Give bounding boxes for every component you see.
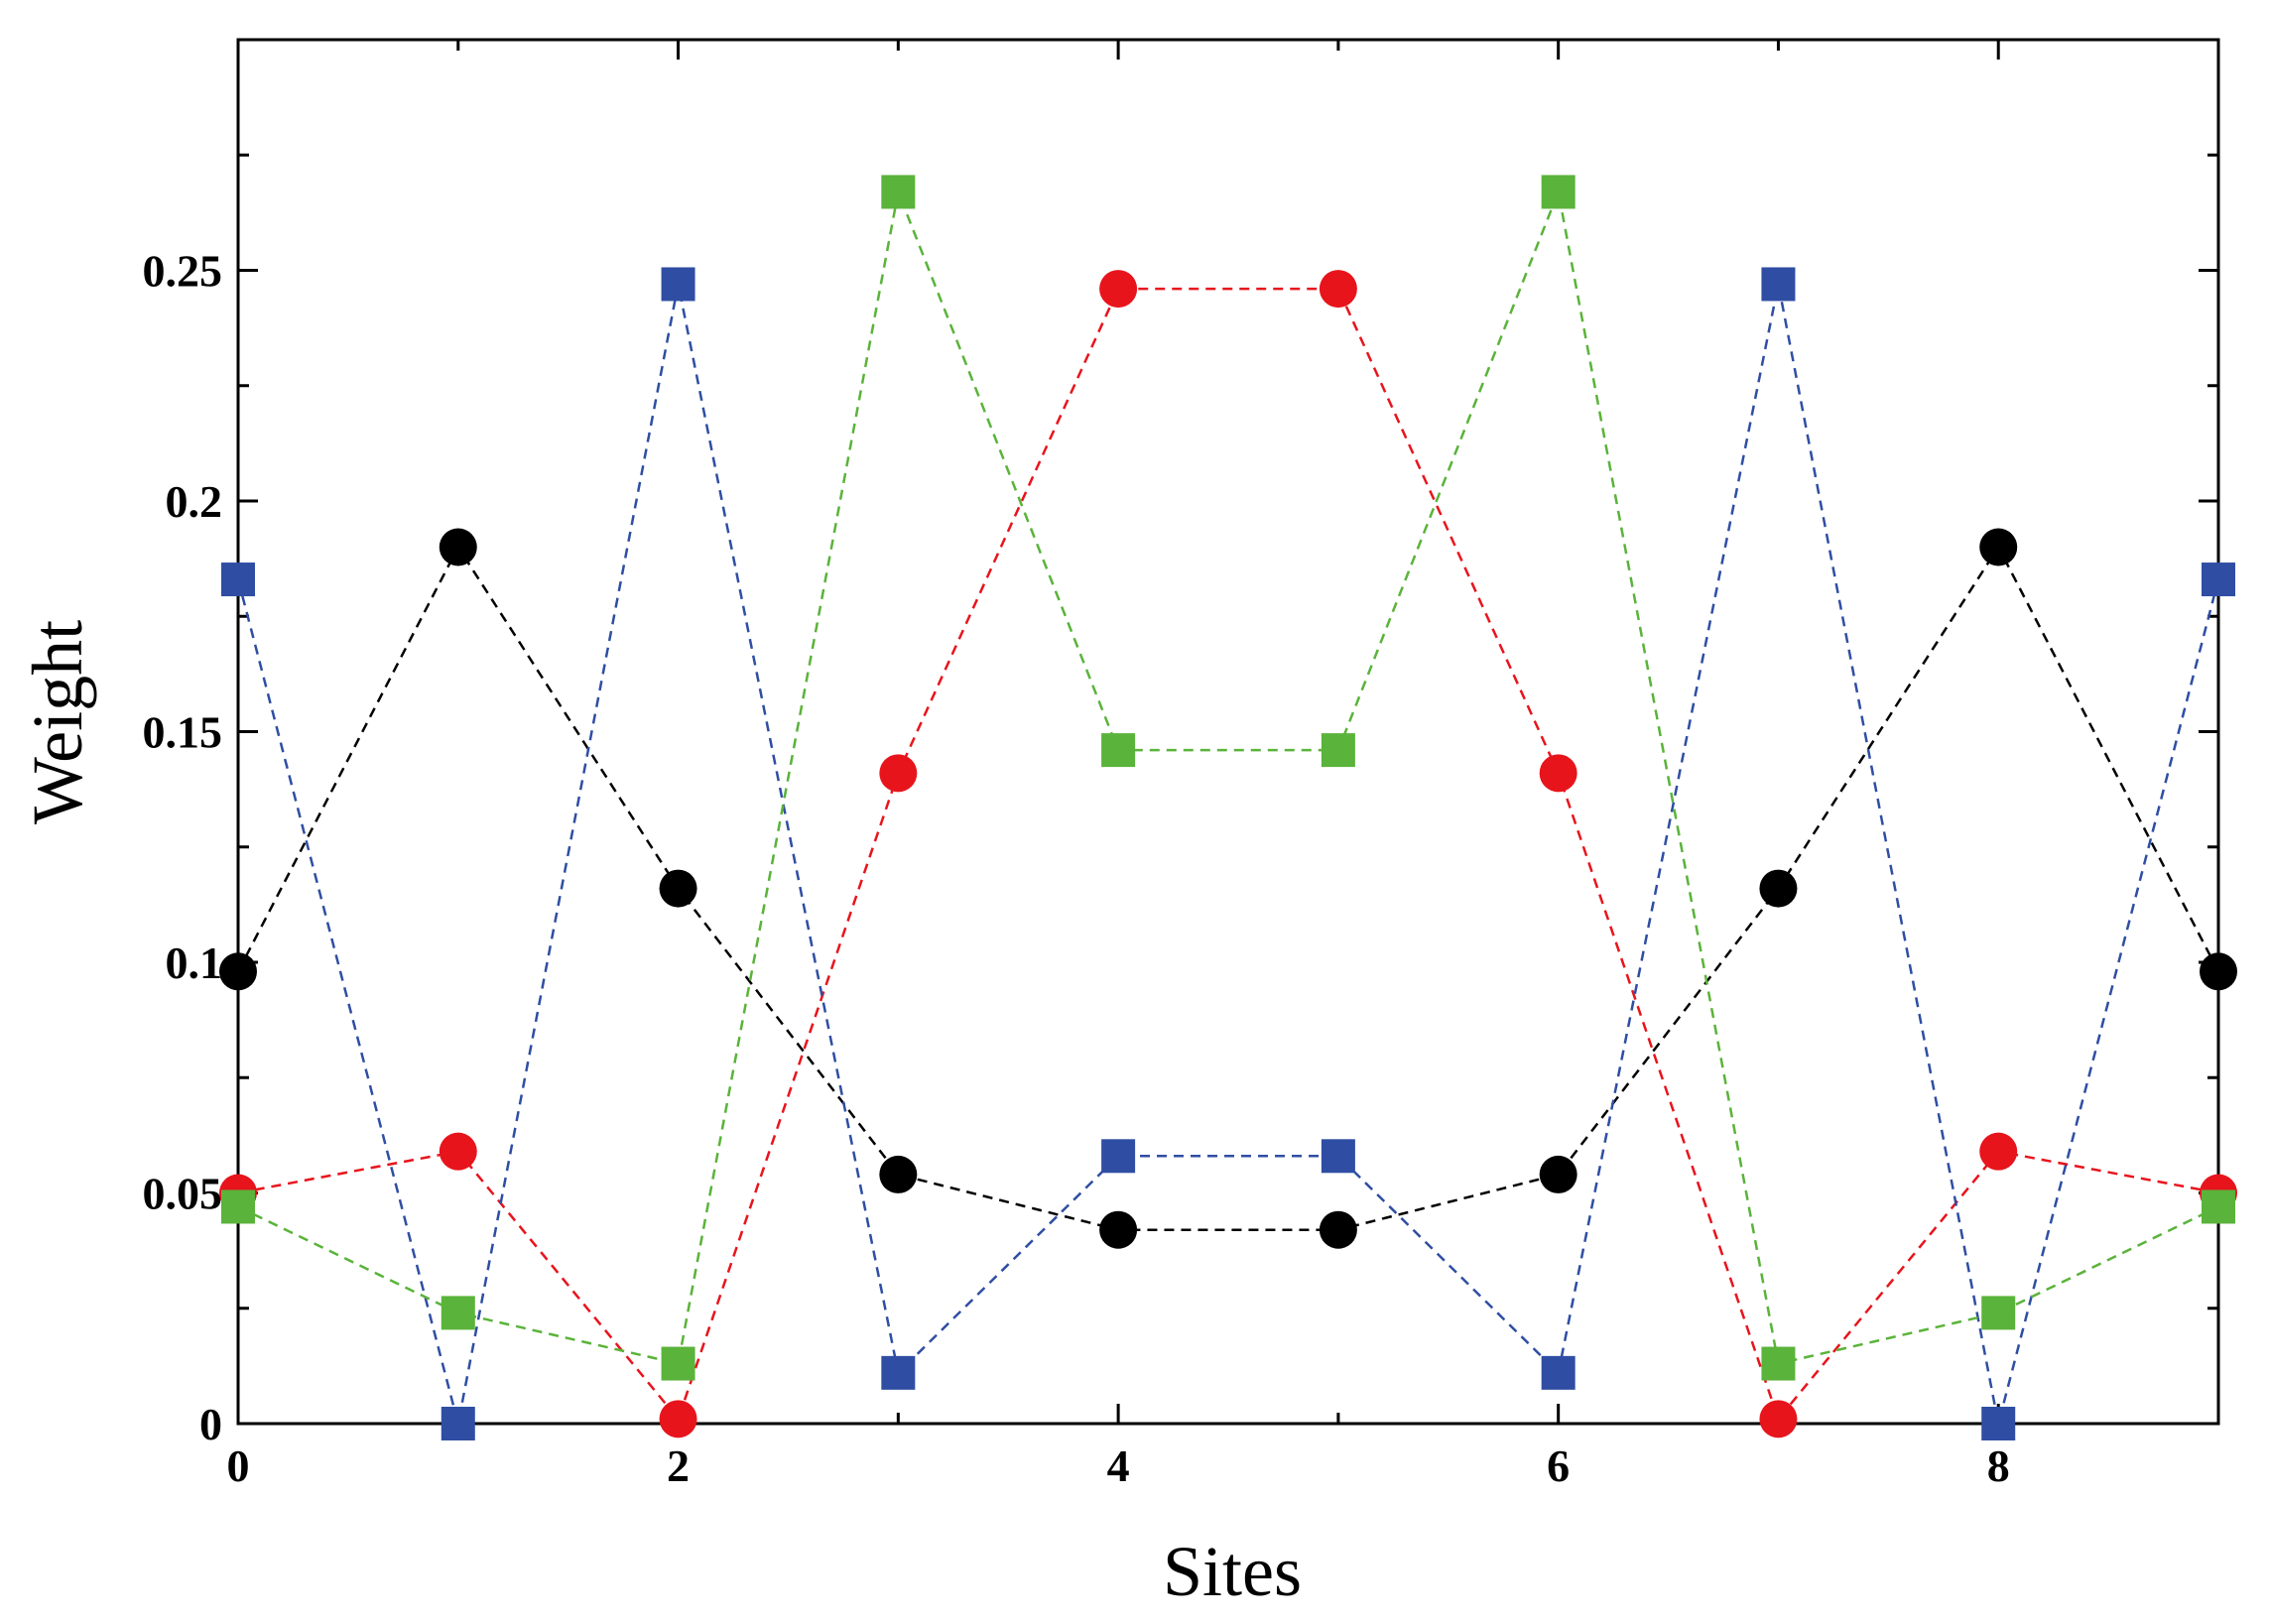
data-point (1981, 1296, 2016, 1330)
data-point (1761, 267, 1796, 302)
y-axis-title: Weight (18, 620, 97, 824)
data-point (879, 1155, 918, 1193)
data-point (1979, 528, 2018, 566)
x-axis-title: Sites (1163, 1532, 1302, 1611)
series-4 (221, 175, 2235, 1381)
data-point (879, 754, 918, 793)
data-point (1319, 1210, 1357, 1249)
axes: 0 2 4 6 8 0 0.05 0.1 0.15 0.2 0.25 (143, 38, 2220, 1491)
data-point (1981, 1407, 2016, 1440)
data-point (1321, 733, 1355, 768)
data-point (1539, 1155, 1577, 1193)
data-point (2202, 1189, 2235, 1224)
data-point (881, 1355, 916, 1390)
y-tick-label: 0.05 (143, 1169, 223, 1219)
data-point (1759, 1400, 1798, 1438)
data-point (1759, 869, 1798, 908)
data-point (1321, 1139, 1355, 1174)
series-1 (219, 528, 2237, 1249)
data-point (1539, 754, 1577, 793)
y-tick-label: 0 (199, 1399, 222, 1449)
data-point (659, 869, 697, 908)
x-tick-label: 0 (227, 1440, 250, 1491)
x-tick-label: 6 (1547, 1440, 1570, 1491)
series-line (237, 187, 2219, 1366)
series-line (237, 287, 2219, 1422)
x-tick-label: 8 (1987, 1440, 2010, 1491)
data-point (2202, 562, 2235, 597)
series-3 (221, 267, 2235, 1440)
data-point (221, 562, 255, 597)
x-tick-label: 2 (667, 1440, 690, 1491)
data-point (441, 1296, 475, 1330)
data-point (1101, 1139, 1136, 1174)
data-point (659, 1400, 697, 1438)
y-tick-label: 0.1 (166, 937, 223, 988)
data-point (439, 1132, 477, 1171)
data-point (219, 952, 257, 991)
data-point (441, 1407, 475, 1440)
data-point (1761, 1346, 1796, 1381)
data-point (661, 1346, 695, 1381)
y-tick-label: 0.15 (143, 707, 223, 758)
data-point (2200, 952, 2237, 991)
data-point (1101, 733, 1136, 768)
data-point (1099, 270, 1138, 309)
data-point (1319, 270, 1357, 309)
data-point (1541, 1355, 1576, 1390)
data-point (439, 528, 477, 566)
data-point (1099, 1210, 1138, 1249)
series-line (236, 545, 2220, 1231)
data-point (881, 175, 916, 209)
series-line (236, 284, 2220, 1425)
y-tick-label: 0.2 (166, 476, 223, 527)
data-point (1541, 175, 1576, 209)
data-point (1979, 1132, 2018, 1171)
x-tick-label: 4 (1107, 1440, 1130, 1491)
data-point (661, 267, 695, 302)
y-tick-label: 0.25 (143, 246, 223, 297)
series-layer (219, 175, 2237, 1440)
plot-frame (236, 38, 2220, 1426)
series-2 (219, 270, 2237, 1438)
data-point (221, 1189, 255, 1224)
